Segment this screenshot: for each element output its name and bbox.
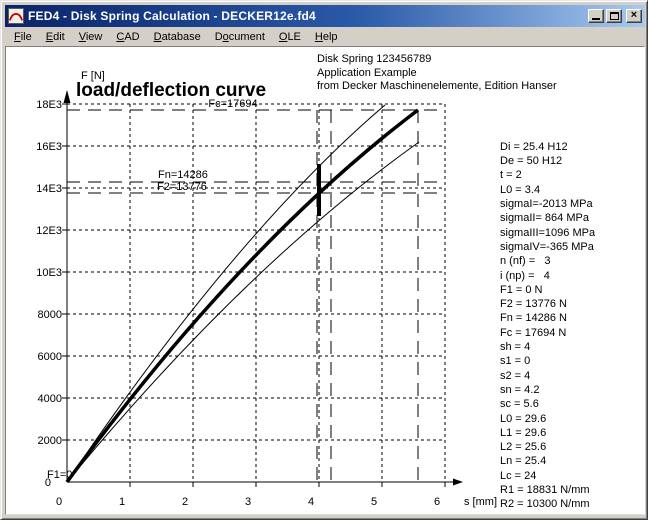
- svg-text:16E3: 16E3: [36, 141, 62, 153]
- load-deflection-chart: load/deflection curve F [N] s [mm] Fc=17…: [36, 70, 497, 508]
- svg-text:0: 0: [45, 477, 51, 489]
- parameter-line: s2 = 4: [500, 369, 531, 382]
- parameter-line: t = 2: [500, 169, 522, 182]
- parameter-line: L1 = 29.6: [500, 426, 547, 439]
- parameter-line: sigmaIII=1096 MPa: [500, 226, 596, 239]
- deflection-reference-lines: [316, 110, 419, 482]
- svg-text:12E3: 12E3: [36, 225, 62, 237]
- parameter-line: Lc = 24: [500, 469, 537, 482]
- svg-text:14E3: 14E3: [36, 183, 62, 195]
- parameter-line: F2 = 13776 N: [500, 298, 567, 311]
- menu-bar: File Edit View CAD Database Document OLE…: [5, 29, 645, 46]
- parameter-line: L0 = 3.4: [500, 183, 541, 196]
- x-axis-arrow-icon: [453, 478, 463, 486]
- main-load-curve: [65, 108, 420, 484]
- parameter-line: De = 50 H12: [500, 155, 563, 168]
- parameter-line: s1 = 0: [500, 355, 531, 368]
- close-button[interactable]: ×: [626, 9, 642, 23]
- menu-item-cad[interactable]: CAD: [116, 31, 140, 43]
- title-bar[interactable]: FED4 - Disk Spring Calculation - DECKER1…: [5, 5, 645, 27]
- x-tick-labels: 0 1 2 3 4 5 6: [56, 496, 440, 508]
- drawing-header: Disk Spring 123456789 Application Exampl…: [317, 53, 644, 94]
- svg-text:1: 1: [119, 496, 125, 508]
- svg-text:8000: 8000: [38, 309, 62, 321]
- parameter-line: Ln = 25.4: [500, 455, 547, 468]
- f2-line-label: F2=13776: [157, 181, 207, 193]
- parameter-line: F1 = 0 N: [500, 283, 543, 296]
- parameter-line: R1 = 18831 N/mm: [500, 484, 590, 497]
- close-icon: ×: [630, 8, 638, 21]
- parameter-line: sc = 5.6: [500, 398, 539, 411]
- parameter-line: Fc = 17694 N: [500, 326, 567, 339]
- fn-line-label: Fn=14286: [158, 169, 208, 181]
- svg-text:6: 6: [434, 496, 440, 508]
- app-icon[interactable]: [8, 8, 24, 24]
- header-line-2: Application Example: [317, 66, 417, 79]
- chart-title: load/deflection curve: [76, 80, 266, 101]
- upper-tolerance-curve: [66, 104, 386, 483]
- grid-vertical: [129, 104, 446, 482]
- lower-tolerance-curve: [66, 141, 420, 483]
- parameter-line: L0 = 29.6: [500, 412, 547, 425]
- parameter-line: sigmaII= 864 MPa: [500, 212, 589, 225]
- menu-item-database[interactable]: Database: [153, 31, 201, 43]
- spring-curve-icon: [9, 12, 23, 21]
- axes: [62, 91, 456, 487]
- menu-item-file[interactable]: File: [14, 31, 32, 43]
- minimize-button[interactable]: [588, 9, 604, 23]
- svg-text:4: 4: [308, 496, 314, 508]
- client-area: load/deflection curve F [N] s [mm] Fc=17…: [5, 46, 645, 515]
- menu-item-ole[interactable]: OLE: [278, 31, 301, 43]
- maximize-icon: [609, 12, 619, 20]
- parameter-line: sigmaI=-2013 MPa: [500, 198, 593, 211]
- parameter-line: sigmaIV=-365 MPa: [500, 240, 594, 253]
- svg-text:4000: 4000: [38, 393, 62, 405]
- svg-text:10E3: 10E3: [36, 267, 62, 279]
- force-reference-lines: [67, 109, 445, 194]
- svg-text:2: 2: [182, 496, 188, 508]
- minimize-icon: [592, 13, 600, 20]
- svg-text:5: 5: [371, 496, 377, 508]
- menu-item-help[interactable]: Help: [314, 31, 338, 43]
- parameter-line: n (nf) = 3: [500, 255, 551, 268]
- svg-text:18E3: 18E3: [36, 99, 62, 111]
- svg-text:6000: 6000: [38, 351, 62, 363]
- menu-item-view[interactable]: View: [78, 31, 103, 43]
- parameter-line: L2 = 25.6: [500, 441, 547, 454]
- header-line-3: from Decker Maschinenelemente, Edition H…: [317, 80, 557, 92]
- y-tick-labels: 18E3 16E3 14E3 12E3 10E3 8000 6000 4000 …: [36, 99, 62, 489]
- menu-item-edit[interactable]: Edit: [45, 31, 65, 43]
- svg-text:3: 3: [245, 496, 251, 508]
- header-line-1: Disk Spring 123456789: [317, 53, 432, 65]
- spring-parameter-list: Di = 25.4 H12 De = 50 H12 t = 2 L0 = 3.4 sig…: [500, 97, 644, 514]
- x-axis-label: s [mm]: [464, 496, 497, 508]
- maximize-button[interactable]: [606, 9, 622, 23]
- parameter-line: sh = 4: [500, 341, 531, 354]
- parameter-line: Di = 25.4 H12: [500, 140, 568, 153]
- parameter-line: Fn = 14286 N: [500, 312, 567, 325]
- parameter-line: W12 = 30395 Nmm: [500, 512, 644, 514]
- y-axis-arrow-icon: [63, 90, 71, 103]
- window-title: FED4 - Disk Spring Calculation - DECKER1…: [28, 9, 316, 23]
- svg-text:0: 0: [56, 496, 62, 508]
- f1-line-label: F1=0: [47, 469, 72, 481]
- svg-text:2000: 2000: [38, 435, 62, 447]
- fc-line-label: Fc=17694: [208, 98, 257, 110]
- parameter-line: i (np) = 4: [500, 269, 550, 282]
- y-axis-label: F [N]: [81, 70, 105, 82]
- menu-item-document[interactable]: Document: [214, 31, 265, 43]
- parameter-line: sn = 4.2: [500, 383, 540, 396]
- parameter-line: R2 = 10300 N/mm: [500, 498, 590, 511]
